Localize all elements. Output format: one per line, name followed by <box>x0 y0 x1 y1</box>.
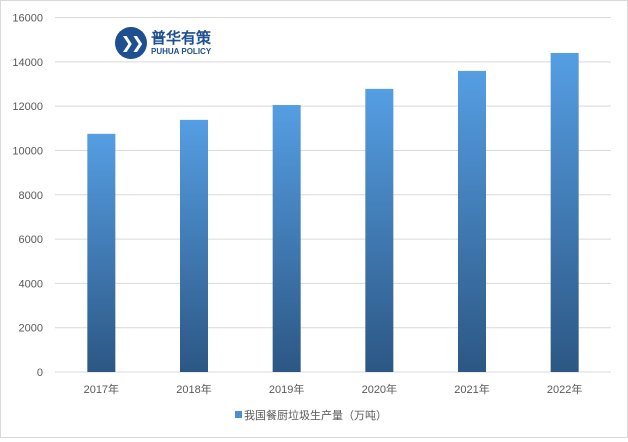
y-tick-label: 10000 <box>12 145 43 157</box>
logo-chevron-icon: ❯❯ <box>115 27 147 59</box>
y-tick-label: 14000 <box>12 57 43 69</box>
y-tick-label: 2000 <box>19 323 43 335</box>
y-tick-label: 6000 <box>19 234 43 246</box>
x-tick-label: 2022年 <box>547 382 582 396</box>
bar-2021年 <box>458 70 486 373</box>
x-tick-label: 2020年 <box>362 382 397 396</box>
bar-2020年 <box>365 88 394 372</box>
x-tick-label: 2017年 <box>84 382 119 396</box>
y-tick-label: 8000 <box>19 190 43 202</box>
bar-2018年 <box>180 119 208 372</box>
y-tick-label: 16000 <box>12 13 43 25</box>
bar-2022年 <box>550 52 579 372</box>
bar-2017年 <box>87 133 116 372</box>
x-tick-label: 2018年 <box>176 382 211 396</box>
y-tick-label: 12000 <box>12 101 43 113</box>
legend-swatch <box>235 411 242 418</box>
x-tick-label: 2021年 <box>454 382 489 396</box>
y-tick-label: 4000 <box>19 278 43 290</box>
bar-2019年 <box>272 105 301 373</box>
y-tick-label: 0 <box>37 367 43 379</box>
logo-cn: 普华有策 <box>151 29 212 47</box>
legend-label: 我国餐厨垃圾生产量（万吨） <box>244 408 387 422</box>
logo-en: PUHUA POLICY <box>151 46 212 56</box>
x-tick-label: 2019年 <box>269 382 304 396</box>
watermark-logo: ❯❯ 普华有策 PUHUA POLICY <box>111 25 216 61</box>
